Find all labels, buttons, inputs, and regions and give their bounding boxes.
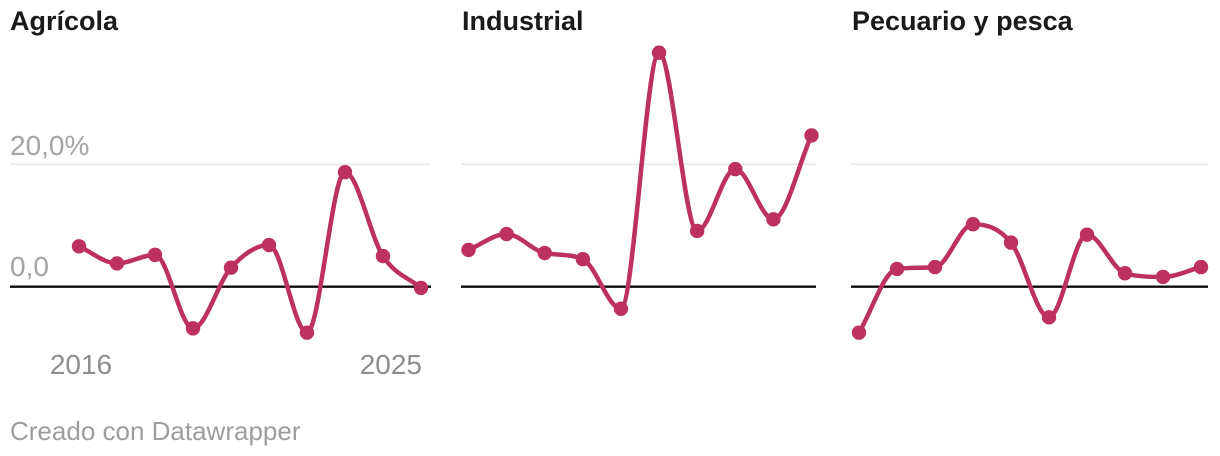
panel-title-pecuario-y-pesca: Pecuario y pesca	[852, 6, 1073, 36]
panel-title-industrial: Industrial	[462, 6, 584, 36]
data-point[interactable]	[851, 325, 867, 340]
panel-title-agricola: Agrícola	[10, 6, 119, 36]
data-point[interactable]	[71, 239, 87, 254]
series-line	[76, 169, 424, 335]
data-point[interactable]	[499, 226, 514, 242]
data-point[interactable]	[223, 260, 239, 275]
data-point[interactable]	[766, 212, 781, 227]
data-point[interactable]	[375, 248, 391, 264]
data-point[interactable]	[575, 251, 591, 267]
data-point[interactable]	[185, 321, 201, 336]
data-point[interactable]	[728, 161, 743, 177]
x-axis-tick-label-2025: 2025	[359, 349, 422, 380]
data-point[interactable]	[299, 325, 315, 340]
data-point[interactable]	[1079, 227, 1095, 242]
data-point[interactable]	[1155, 269, 1171, 285]
data-point[interactable]	[537, 245, 552, 261]
series-line	[856, 221, 1204, 335]
x-axis-tick-label-2016: 2016	[49, 349, 113, 380]
data-point[interactable]	[1193, 259, 1209, 275]
data-point[interactable]	[337, 164, 353, 180]
data-point[interactable]	[1117, 266, 1133, 281]
data-point[interactable]	[109, 256, 125, 271]
data-point[interactable]	[651, 45, 667, 60]
data-point[interactable]	[147, 247, 163, 263]
y-axis-tick-label-20pct: 20,0%	[10, 130, 90, 161]
data-point[interactable]	[1003, 235, 1019, 250]
data-point[interactable]	[889, 261, 905, 277]
data-point[interactable]	[804, 128, 819, 143]
data-point[interactable]	[1041, 310, 1057, 325]
data-point[interactable]	[927, 259, 943, 275]
data-point[interactable]	[261, 237, 277, 253]
data-point[interactable]	[613, 301, 629, 316]
y-axis-tick-label-zero: 0,0	[10, 251, 49, 282]
data-point[interactable]	[965, 217, 981, 232]
series-line	[466, 50, 814, 312]
data-point[interactable]	[461, 242, 476, 258]
datawrapper-credit: Creado con Datawrapper	[10, 416, 301, 446]
data-point[interactable]	[689, 223, 705, 239]
data-point[interactable]	[413, 280, 429, 296]
